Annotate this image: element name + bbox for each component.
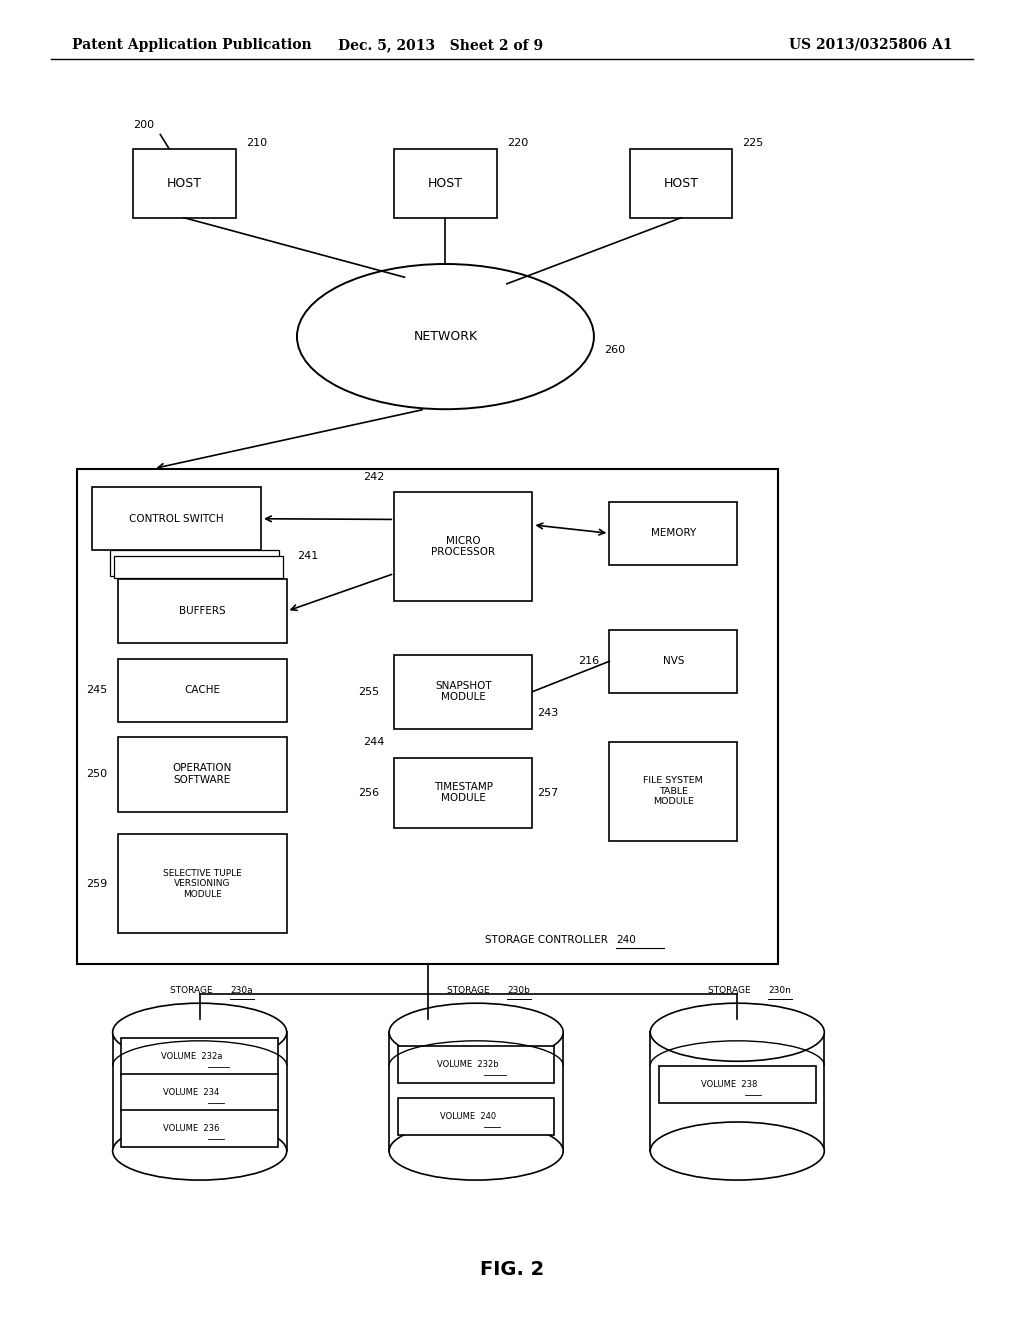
- Text: BUFFERS: BUFFERS: [179, 606, 225, 616]
- Text: VOLUME  236: VOLUME 236: [163, 1125, 220, 1134]
- Ellipse shape: [297, 264, 594, 409]
- Text: Patent Application Publication: Patent Application Publication: [72, 38, 311, 51]
- FancyBboxPatch shape: [113, 1032, 287, 1151]
- FancyBboxPatch shape: [118, 834, 287, 933]
- Text: 216: 216: [578, 656, 599, 667]
- FancyBboxPatch shape: [609, 742, 737, 841]
- Text: Dec. 5, 2013   Sheet 2 of 9: Dec. 5, 2013 Sheet 2 of 9: [338, 38, 543, 51]
- FancyBboxPatch shape: [650, 1032, 824, 1151]
- FancyBboxPatch shape: [609, 630, 737, 693]
- Ellipse shape: [650, 1122, 824, 1180]
- Ellipse shape: [113, 1003, 287, 1061]
- FancyBboxPatch shape: [118, 659, 287, 722]
- Text: 225: 225: [742, 137, 764, 148]
- Text: 230b: 230b: [507, 986, 529, 995]
- Text: OPERATION
SOFTWARE: OPERATION SOFTWARE: [173, 763, 231, 785]
- FancyBboxPatch shape: [92, 487, 261, 550]
- Text: 210: 210: [246, 137, 267, 148]
- Text: STORAGE CONTROLLER: STORAGE CONTROLLER: [485, 935, 614, 945]
- Text: 259: 259: [86, 879, 108, 888]
- Text: HOST: HOST: [664, 177, 698, 190]
- Text: MICRO
PROCESSOR: MICRO PROCESSOR: [431, 536, 496, 557]
- FancyBboxPatch shape: [394, 655, 532, 729]
- Text: 245: 245: [86, 685, 108, 696]
- Text: FIG. 2: FIG. 2: [480, 1261, 544, 1279]
- FancyBboxPatch shape: [121, 1039, 279, 1076]
- FancyBboxPatch shape: [659, 1067, 815, 1104]
- FancyBboxPatch shape: [630, 149, 732, 218]
- Text: STORAGE: STORAGE: [170, 986, 219, 995]
- Text: CACHE: CACHE: [184, 685, 220, 696]
- FancyBboxPatch shape: [133, 149, 236, 218]
- Text: VOLUME  238: VOLUME 238: [700, 1080, 758, 1089]
- Text: STORAGE: STORAGE: [708, 986, 757, 995]
- FancyBboxPatch shape: [389, 1032, 563, 1151]
- Ellipse shape: [389, 1003, 563, 1061]
- FancyBboxPatch shape: [118, 579, 287, 643]
- Text: 250: 250: [86, 770, 108, 779]
- Text: 257: 257: [538, 788, 559, 797]
- Text: 244: 244: [362, 737, 384, 747]
- Text: FILE SYSTEM
TABLE
MODULE: FILE SYSTEM TABLE MODULE: [643, 776, 703, 807]
- Text: VOLUME  240: VOLUME 240: [440, 1111, 496, 1121]
- Text: 230a: 230a: [230, 986, 253, 995]
- Text: NVS: NVS: [663, 656, 684, 667]
- Text: VOLUME  234: VOLUME 234: [164, 1088, 219, 1097]
- Ellipse shape: [113, 1122, 287, 1180]
- Text: VOLUME  232b: VOLUME 232b: [437, 1060, 499, 1069]
- Text: SNAPSHOT
MODULE: SNAPSHOT MODULE: [435, 681, 492, 702]
- FancyBboxPatch shape: [397, 1047, 555, 1084]
- FancyBboxPatch shape: [397, 1098, 555, 1135]
- FancyBboxPatch shape: [121, 1074, 279, 1111]
- Text: HOST: HOST: [428, 177, 463, 190]
- Text: 243: 243: [538, 708, 559, 718]
- Text: CONTROL SWITCH: CONTROL SWITCH: [129, 513, 224, 524]
- Ellipse shape: [389, 1122, 563, 1180]
- FancyBboxPatch shape: [121, 1110, 279, 1147]
- Text: HOST: HOST: [167, 177, 202, 190]
- FancyBboxPatch shape: [110, 550, 279, 576]
- Text: US 2013/0325806 A1: US 2013/0325806 A1: [788, 38, 952, 51]
- FancyBboxPatch shape: [77, 469, 778, 964]
- Ellipse shape: [650, 1003, 824, 1061]
- Text: 220: 220: [507, 137, 528, 148]
- FancyBboxPatch shape: [394, 758, 532, 828]
- FancyBboxPatch shape: [118, 737, 287, 812]
- Text: SELECTIVE TUPLE
VERSIONING
MODULE: SELECTIVE TUPLE VERSIONING MODULE: [163, 869, 242, 899]
- FancyBboxPatch shape: [394, 149, 497, 218]
- Text: NETWORK: NETWORK: [414, 330, 477, 343]
- Text: 230n: 230n: [768, 986, 791, 995]
- Text: VOLUME  232a: VOLUME 232a: [161, 1052, 222, 1061]
- Text: 256: 256: [357, 788, 379, 797]
- FancyBboxPatch shape: [609, 502, 737, 565]
- Text: 240: 240: [616, 935, 636, 945]
- Text: 200: 200: [133, 120, 155, 131]
- Text: TIMESTAMP
MODULE: TIMESTAMP MODULE: [434, 781, 493, 804]
- Text: STORAGE: STORAGE: [446, 986, 496, 995]
- FancyBboxPatch shape: [394, 492, 532, 601]
- Text: 242: 242: [362, 471, 384, 482]
- Text: MEMORY: MEMORY: [650, 528, 696, 539]
- Text: 260: 260: [604, 345, 626, 355]
- Text: 241: 241: [297, 550, 318, 561]
- Text: 255: 255: [357, 686, 379, 697]
- FancyBboxPatch shape: [114, 556, 283, 578]
